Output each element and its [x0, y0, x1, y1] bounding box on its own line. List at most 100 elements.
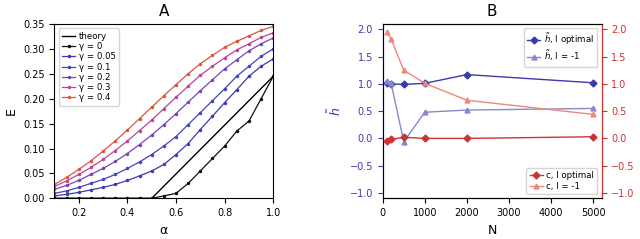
γ = 0.3 [87, 166, 95, 169]
γ = 0.3 [99, 158, 107, 161]
γ = 0.05 [148, 169, 156, 172]
c, I = -1 [421, 82, 429, 85]
γ = 0.4 [184, 72, 192, 75]
γ = 0.1 [257, 55, 265, 58]
$\tilde{h}$, I optimal [463, 73, 471, 76]
γ = 0.4 [233, 40, 241, 43]
γ = 0.1 [148, 153, 156, 156]
$\tilde{h}$, I = -1 [383, 79, 391, 82]
γ = 0 [233, 130, 241, 132]
c, I = -1 [589, 113, 597, 116]
γ = 0.2 [136, 143, 143, 146]
γ = 0.05 [221, 101, 228, 104]
γ = 0 [87, 197, 95, 200]
X-axis label: N: N [488, 224, 497, 237]
γ = 0.3 [148, 119, 156, 122]
γ = 0.4 [160, 94, 168, 97]
c, I optimal [383, 140, 391, 142]
Line: c, I optimal: c, I optimal [385, 134, 596, 144]
γ = 0.4 [124, 129, 131, 131]
γ = 0.3 [124, 140, 131, 142]
γ = 0.4 [148, 106, 156, 109]
γ = 0.1 [196, 111, 204, 114]
γ = 0.2 [257, 42, 265, 45]
γ = 0.1 [160, 145, 168, 147]
γ = 0.05 [209, 115, 216, 118]
theory [269, 75, 277, 78]
Legend: c, I optimal, c, I = -1: c, I optimal, c, I = -1 [526, 168, 597, 194]
γ = 0.3 [257, 36, 265, 39]
c, I optimal [463, 137, 471, 140]
γ = 0.4 [111, 140, 119, 142]
γ = 0.3 [221, 56, 228, 59]
γ = 0.1 [221, 87, 228, 90]
γ = 0.1 [184, 123, 192, 126]
Line: $\tilde{h}$, I optimal: $\tilde{h}$, I optimal [385, 72, 596, 87]
γ = 0.1 [75, 186, 83, 189]
γ = 0.4 [136, 117, 143, 120]
Y-axis label: $\tilde{h}$: $\tilde{h}$ [326, 107, 344, 116]
γ = 0.2 [63, 184, 70, 187]
γ = 0.2 [233, 58, 241, 61]
Title: A: A [159, 4, 169, 19]
γ = 0.4 [99, 150, 107, 152]
Line: $\tilde{h}$, I = -1: $\tilde{h}$, I = -1 [385, 78, 596, 144]
γ = 0 [160, 195, 168, 197]
γ = 0.1 [99, 178, 107, 181]
γ = 0.4 [269, 25, 277, 28]
Y-axis label: E: E [4, 107, 17, 115]
γ = 0.05 [257, 65, 265, 68]
γ = 0.3 [196, 74, 204, 77]
γ = 0.2 [87, 173, 95, 176]
theory [51, 197, 58, 200]
γ = 0.1 [269, 47, 277, 50]
γ = 0.4 [172, 83, 180, 86]
γ = 0.05 [111, 183, 119, 186]
γ = 0.05 [269, 57, 277, 60]
γ = 0.4 [257, 29, 265, 32]
γ = 0.1 [111, 173, 119, 176]
$\tilde{h}$, I optimal [400, 83, 408, 86]
γ = 0 [172, 192, 180, 195]
$\tilde{h}$, I = -1 [400, 140, 408, 143]
γ = 0 [111, 197, 119, 200]
γ = 0.3 [172, 96, 180, 99]
γ = 0.4 [75, 168, 83, 171]
γ = 0.1 [209, 99, 216, 102]
γ = 0.4 [245, 34, 253, 37]
γ = 0.2 [184, 101, 192, 103]
γ = 0 [136, 197, 143, 200]
γ = 0.3 [136, 129, 143, 132]
γ = 0.3 [209, 65, 216, 68]
γ = 0.4 [63, 176, 70, 179]
γ = 0 [51, 197, 58, 200]
γ = 0.3 [63, 179, 70, 182]
γ = 0.2 [196, 89, 204, 92]
γ = 0.1 [87, 182, 95, 185]
c, I = -1 [400, 69, 408, 72]
γ = 0.2 [209, 78, 216, 81]
$\tilde{h}$, I optimal [421, 82, 429, 85]
γ = 0.05 [245, 75, 253, 78]
c, I = -1 [387, 38, 395, 41]
$\tilde{h}$, I = -1 [463, 109, 471, 111]
γ = 0 [245, 120, 253, 123]
γ = 0.4 [196, 62, 204, 65]
c, I optimal [387, 138, 395, 141]
γ = 0.1 [233, 75, 241, 78]
Legend: theory, γ = 0, γ = 0.05, γ = 0.1, γ = 0.2, γ = 0.3, γ = 0.4: theory, γ = 0, γ = 0.05, γ = 0.1, γ = 0.… [59, 28, 119, 106]
γ = 0 [209, 157, 216, 160]
Line: c, I = -1: c, I = -1 [385, 30, 596, 117]
γ = 0.1 [63, 190, 70, 192]
γ = 0 [196, 169, 204, 172]
γ = 0.3 [75, 173, 83, 176]
$\tilde{h}$, I = -1 [421, 111, 429, 114]
c, I = -1 [463, 99, 471, 102]
theory [148, 197, 156, 200]
c, I optimal [400, 136, 408, 139]
γ = 0.3 [233, 48, 241, 51]
γ = 0.1 [51, 192, 58, 195]
γ = 0.1 [124, 167, 131, 170]
$\tilde{h}$, I optimal [387, 82, 395, 85]
γ = 0.2 [51, 188, 58, 191]
